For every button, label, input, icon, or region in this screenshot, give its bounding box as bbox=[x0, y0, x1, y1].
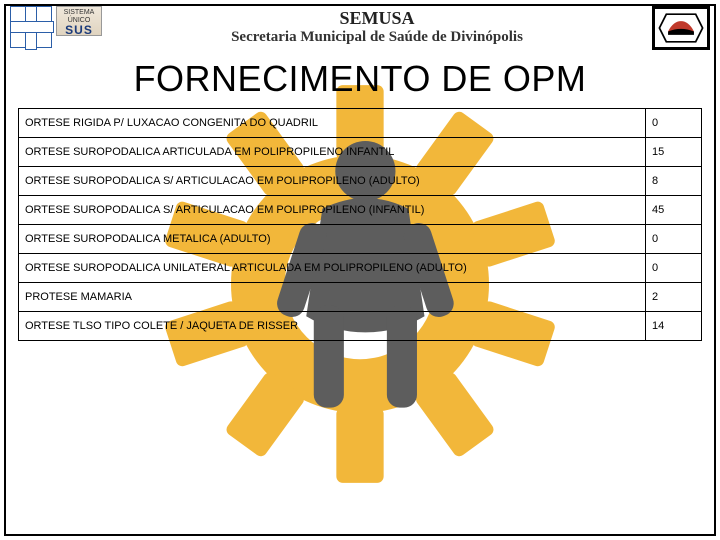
opm-table-wrap: ORTESE RIGIDA P/ LUXACAO CONGENITA DO QU… bbox=[0, 108, 720, 341]
desc-cell: ORTESE SUROPODALICA S/ ARTICULACAO EM PO… bbox=[19, 196, 646, 225]
desc-cell: ORTESE RIGIDA P/ LUXACAO CONGENITA DO QU… bbox=[19, 109, 646, 138]
opm-table: ORTESE RIGIDA P/ LUXACAO CONGENITA DO QU… bbox=[18, 108, 702, 341]
table-row: ORTESE SUROPODALICA METALICA (ADULTO) 0 bbox=[19, 225, 702, 254]
value-cell: 2 bbox=[646, 283, 702, 312]
header-center: SEMUSA Secretaria Municipal de Saúde de … bbox=[102, 6, 652, 46]
value-cell: 0 bbox=[646, 225, 702, 254]
table-row: ORTESE RIGIDA P/ LUXACAO CONGENITA DO QU… bbox=[19, 109, 702, 138]
table-row: ORTESE SUROPODALICA S/ ARTICULACAO EM PO… bbox=[19, 167, 702, 196]
desc-cell: ORTESE SUROPODALICA S/ ARTICULACAO EM PO… bbox=[19, 167, 646, 196]
desc-cell: ORTESE SUROPODALICA METALICA (ADULTO) bbox=[19, 225, 646, 254]
value-cell: 45 bbox=[646, 196, 702, 225]
value-cell: 14 bbox=[646, 312, 702, 341]
table-row: PROTESE MAMARIA 2 bbox=[19, 283, 702, 312]
sus-big-text: SUS bbox=[59, 24, 99, 37]
table-row: ORTESE SUROPODALICA ARTICULADA EM POLIPR… bbox=[19, 138, 702, 167]
table-row: ORTESE SUROPODALICA UNILATERAL ARTICULAD… bbox=[19, 254, 702, 283]
cross-icon bbox=[10, 6, 52, 48]
logo-left-group: SISTEMA ÚNICO SUS bbox=[10, 6, 102, 48]
value-cell: 0 bbox=[646, 109, 702, 138]
opm-table-body: ORTESE RIGIDA P/ LUXACAO CONGENITA DO QU… bbox=[19, 109, 702, 341]
org-name: SEMUSA bbox=[102, 8, 652, 29]
table-row: ORTESE SUROPODALICA S/ ARTICULACAO EM PO… bbox=[19, 196, 702, 225]
table-row: ORTESE TLSO TIPO COLETE / JAQUETA DE RIS… bbox=[19, 312, 702, 341]
value-cell: 0 bbox=[646, 254, 702, 283]
header: SISTEMA ÚNICO SUS SEMUSA Secretaria Muni… bbox=[0, 0, 720, 52]
org-subtitle: Secretaria Municipal de Saúde de Divinóp… bbox=[102, 29, 652, 46]
desc-cell: ORTESE SUROPODALICA UNILATERAL ARTICULAD… bbox=[19, 254, 646, 283]
desc-cell: PROTESE MAMARIA bbox=[19, 283, 646, 312]
desc-cell: ORTESE SUROPODALICA ARTICULADA EM POLIPR… bbox=[19, 138, 646, 167]
desc-cell: ORTESE TLSO TIPO COLETE / JAQUETA DE RIS… bbox=[19, 312, 646, 341]
sus-badge: SISTEMA ÚNICO SUS bbox=[56, 6, 102, 36]
hex-logo bbox=[652, 6, 710, 50]
sus-small-text: SISTEMA ÚNICO bbox=[59, 9, 99, 24]
page-title: FORNECIMENTO DE OPM bbox=[0, 58, 720, 100]
value-cell: 8 bbox=[646, 167, 702, 196]
value-cell: 15 bbox=[646, 138, 702, 167]
